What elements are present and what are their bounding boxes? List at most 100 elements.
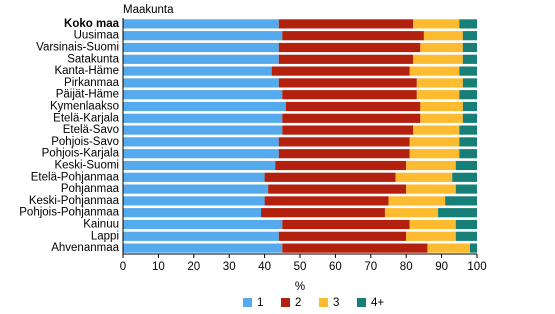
- y-tick-label: Pohjois-Pohjanmaa: [19, 207, 119, 219]
- legend-label: 2: [295, 297, 301, 309]
- bar-segment: [123, 90, 283, 100]
- bar-segment: [388, 196, 446, 206]
- y-tick-label: Keski-Pohjanmaa: [29, 195, 120, 207]
- bar-segment: [427, 243, 470, 253]
- y-tick-label: Lappi: [91, 230, 119, 242]
- y-tick-label: Pohjois-Savo: [51, 136, 119, 148]
- bar-segment: [285, 101, 421, 112]
- chart-title: Maakunta: [123, 4, 174, 16]
- bar-segment: [123, 160, 276, 171]
- bar-segment: [278, 54, 414, 64]
- bar-segment: [282, 125, 414, 135]
- x-tick-label: 100: [467, 261, 486, 273]
- bar-segment: [406, 160, 456, 171]
- bar-segment: [123, 196, 265, 206]
- bar-segment: [123, 54, 279, 64]
- bar-segment: [413, 19, 460, 29]
- bar-segment: [123, 78, 279, 88]
- bar-segment: [420, 42, 463, 53]
- bar-segment: [438, 208, 477, 218]
- x-tick-label: 10: [152, 261, 165, 273]
- y-tick-label: Etelä-Pohjanmaa: [31, 171, 120, 183]
- x-tick-label: 70: [364, 261, 377, 273]
- bar-segment: [123, 172, 265, 182]
- y-tick-label: Pohjanmaa: [61, 183, 120, 195]
- bar-segment: [459, 66, 477, 76]
- bar-segment: [459, 137, 477, 147]
- y-tick-label: Kainuu: [83, 219, 119, 231]
- bar-segment: [123, 231, 279, 241]
- bar-segment: [445, 196, 477, 206]
- legend-swatch: [319, 298, 328, 307]
- x-tick-label: 50: [294, 261, 307, 273]
- y-tick-label: Pirkanmaa: [64, 77, 120, 89]
- y-tick-label: Kanta-Häme: [54, 65, 119, 77]
- bar-segment: [278, 137, 410, 147]
- legend-label: 3: [333, 297, 339, 309]
- bar-segment: [455, 160, 477, 171]
- x-tick-label: 30: [223, 261, 236, 273]
- bar-segment: [416, 90, 460, 100]
- bar-segment: [455, 184, 477, 194]
- y-tick-label: Koko maa: [64, 18, 120, 30]
- legend-label: 4+: [371, 297, 384, 309]
- bar-segment: [278, 149, 410, 159]
- bar-segment: [409, 66, 460, 76]
- bar-segment: [123, 137, 279, 147]
- bar-segment: [459, 149, 477, 159]
- legend-swatch: [243, 298, 252, 307]
- y-tick-label: Uusimaa: [74, 30, 120, 42]
- bar-segment: [282, 90, 417, 100]
- bar-segment: [462, 42, 477, 53]
- y-tick-label: Kymenlaakso: [50, 101, 119, 113]
- bar-segment: [406, 231, 456, 241]
- legend-swatch: [281, 298, 290, 307]
- bar-segment: [455, 219, 477, 230]
- bar-segment: [462, 113, 477, 123]
- bar-segment: [420, 101, 463, 112]
- bar-segment: [409, 149, 460, 159]
- bar-segment: [261, 208, 385, 218]
- bar-segment: [278, 231, 407, 241]
- bar-segment: [469, 243, 477, 253]
- bar-segment: [395, 172, 453, 182]
- bar-segment: [123, 66, 272, 76]
- y-tick-label: Etelä-Savo: [63, 124, 119, 136]
- bar-segment: [455, 231, 477, 241]
- bar-segment: [409, 137, 460, 147]
- bar-segment: [282, 219, 410, 230]
- bar-segment: [271, 66, 410, 76]
- bar-segment: [452, 172, 477, 182]
- bar-segment: [462, 54, 477, 64]
- bar-segment: [123, 149, 279, 159]
- bar-segment: [278, 19, 414, 29]
- bar-segment: [275, 160, 407, 171]
- y-tick-label: Varsinais-Suomi: [36, 42, 119, 54]
- bar-segment: [282, 243, 428, 253]
- bar-segment: [420, 113, 463, 123]
- bar-segment: [268, 184, 407, 194]
- legend-label: 1: [257, 297, 263, 309]
- y-tick-label: Satakunta: [67, 53, 119, 65]
- x-axis-label: %: [295, 281, 305, 293]
- bar-segment: [462, 101, 477, 112]
- bar-segment: [123, 125, 283, 135]
- bar-segment: [459, 19, 477, 29]
- bar-segment: [123, 19, 279, 29]
- bar-segment: [423, 31, 463, 41]
- bar-segment: [264, 172, 396, 182]
- y-tick-label: Päijät-Häme: [56, 89, 119, 101]
- bar-segment: [459, 125, 477, 135]
- bar-segment: [123, 208, 262, 218]
- x-tick-label: 90: [435, 261, 448, 273]
- bar-segment: [123, 42, 279, 53]
- x-tick-label: 80: [400, 261, 413, 273]
- bar-segment: [462, 78, 477, 88]
- bar-segment: [384, 208, 439, 218]
- bar-segment: [409, 219, 456, 230]
- bar-segment: [123, 243, 283, 253]
- bar-segment: [123, 219, 283, 230]
- bar-segment: [406, 184, 456, 194]
- x-tick-label: 0: [120, 261, 126, 273]
- bar-segment: [282, 113, 421, 123]
